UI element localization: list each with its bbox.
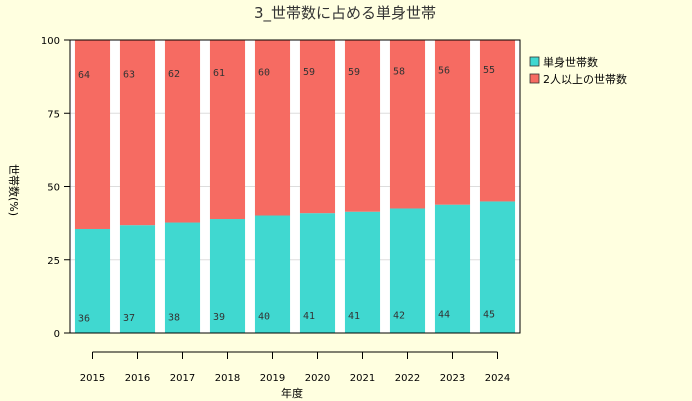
chart-title: 3_世帯数に占める単身世帯	[254, 4, 436, 23]
legend-label: 2人以上の世帯数	[543, 73, 627, 86]
data-labels: 36 64 37 63 38 62 39 61 40 60 41 59 41 59 42 58 44 56 45 55	[78, 65, 495, 324]
bar-segment	[389, 208, 426, 333]
bar-segment	[389, 40, 426, 209]
bar-segment	[74, 228, 111, 333]
data-label: 58	[393, 66, 405, 77]
data-label: 36	[78, 313, 90, 324]
bar-segment	[299, 40, 336, 214]
bar-segment	[164, 40, 201, 223]
legend: 単身世帯数 2人以上の世帯数	[529, 55, 627, 86]
data-label: 39	[213, 312, 225, 323]
y-axis: 0 25 50 75 100	[41, 36, 70, 340]
y-tick-label: 100	[41, 36, 60, 47]
legend-label: 単身世帯数	[543, 55, 598, 69]
y-tick-label: 25	[47, 256, 60, 267]
legend-swatch	[529, 73, 540, 84]
bar-segment	[254, 215, 291, 333]
bar-segment	[119, 225, 156, 333]
y-tick-label: 75	[47, 109, 60, 120]
bar-segment	[344, 211, 381, 333]
bar-segment	[254, 40, 291, 216]
bar-segment	[209, 40, 246, 220]
bars	[74, 40, 516, 333]
x-tick-label: 2015	[80, 373, 105, 384]
data-label: 42	[393, 310, 405, 321]
y-axis-title: 世帯数(%)	[7, 164, 20, 216]
x-axis-title: 年度	[281, 386, 303, 400]
bar-segment	[119, 40, 156, 226]
x-tick-label: 2016	[125, 373, 150, 384]
data-label: 61	[213, 68, 225, 79]
data-label: 59	[348, 67, 360, 78]
data-label: 64	[78, 70, 90, 81]
data-label: 56	[438, 66, 450, 77]
data-label: 63	[123, 69, 135, 80]
data-label: 59	[303, 67, 315, 78]
bar-segment	[299, 213, 336, 333]
x-tick-label: 2018	[215, 373, 240, 384]
x-tick-label: 2023	[440, 373, 465, 384]
x-tick-label: 2017	[170, 373, 195, 384]
data-label: 38	[168, 312, 180, 323]
bar-segment	[209, 219, 246, 333]
data-label: 37	[123, 313, 135, 324]
data-label: 60	[258, 68, 270, 79]
legend-swatch	[529, 56, 540, 67]
bar-segment	[74, 40, 111, 229]
y-tick-label: 50	[47, 183, 60, 194]
bar-segment	[344, 40, 381, 212]
y-tick-label: 0	[54, 329, 60, 340]
x-tick-label: 2019	[260, 373, 285, 384]
x-tick-label: 2020	[305, 373, 330, 384]
bar-segment	[479, 40, 516, 202]
bar-segment	[434, 40, 471, 205]
data-label: 44	[438, 310, 450, 321]
data-label: 62	[168, 69, 180, 80]
x-tick-label: 2024	[485, 373, 510, 384]
data-label: 40	[258, 311, 270, 322]
x-tick-label: 2021	[350, 373, 375, 384]
x-axis: 2015 2016 2017 2018 2019 2020 2021 2022 2023 2024	[80, 351, 510, 384]
bar-segment	[479, 201, 516, 333]
bar-segment	[164, 222, 201, 333]
bar-segment	[434, 204, 471, 333]
data-label: 41	[348, 311, 360, 322]
data-label: 55	[483, 65, 495, 76]
x-tick-label: 2022	[395, 373, 420, 384]
data-label: 45	[483, 309, 495, 320]
data-label: 41	[303, 311, 315, 322]
